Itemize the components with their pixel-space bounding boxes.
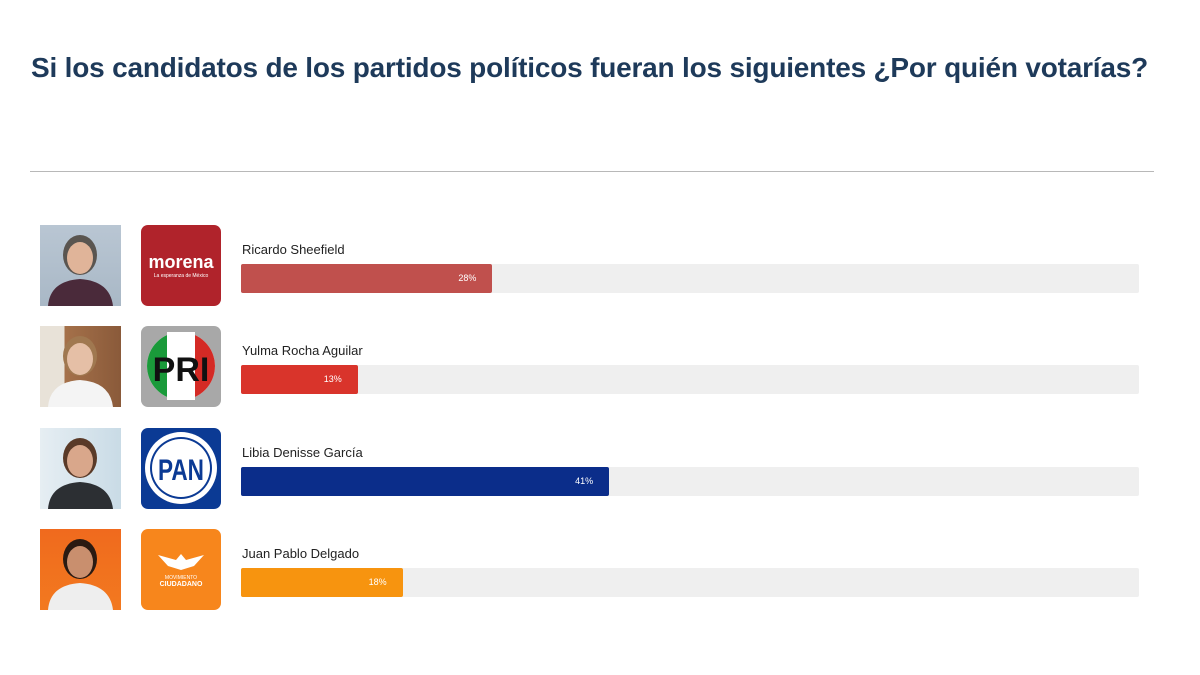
pan-logo: PAN (141, 428, 221, 509)
candidate-row: MOVIMIENTO CIUDADANO Juan Pablo Delgado … (40, 529, 1140, 611)
candidate-row: PAN Libia Denisse García 41% (40, 428, 1140, 510)
bar-track: 18% (241, 568, 1139, 597)
eagle-icon (158, 553, 204, 570)
candidate-row: PRI Yulma Rocha Aguilar 13% (40, 326, 1140, 408)
bar-track: 13% (241, 365, 1139, 394)
bar: 28% (241, 264, 493, 293)
pan-logo-text: PAN (158, 454, 204, 487)
bar: 41% (241, 467, 610, 496)
bar-label: 41% (575, 476, 594, 486)
morena-logo: morena La esperanza de México (141, 225, 221, 306)
mc-logo: MOVIMIENTO CIUDADANO (141, 529, 221, 610)
pri-logo: PRI (141, 326, 221, 407)
morena-logo-subtext: La esperanza de México (153, 272, 209, 279)
candidate-photo (40, 428, 121, 509)
divider (30, 171, 1154, 172)
candidate-name: Libia Denisse García (242, 445, 363, 460)
candidate-name: Yulma Rocha Aguilar (242, 343, 363, 358)
morena-logo-text: morena (148, 251, 214, 272)
chart-title: Si los candidatos de los partidos políti… (31, 52, 1149, 83)
mc-logo-line1: MOVIMIENTO (164, 574, 198, 581)
mc-logo-line2: CIUDADANO (159, 580, 203, 588)
candidate-name: Juan Pablo Delgado (242, 546, 360, 561)
bar-track: 41% (241, 467, 1139, 496)
candidate-photo (40, 225, 121, 306)
bar: 13% (241, 365, 358, 394)
candidate-name: Ricardo Sheefield (242, 242, 345, 257)
candidate-photo (40, 529, 121, 610)
candidate-photo (40, 326, 121, 407)
bar-label: 28% (458, 273, 477, 283)
bar-label: 13% (323, 374, 342, 384)
bar-track: 28% (241, 264, 1139, 293)
bar: 18% (241, 568, 403, 597)
pri-logo-text: PRI (153, 351, 210, 389)
candidate-row: morena La esperanza de México Ricardo Sh… (40, 225, 1140, 307)
bar-label: 18% (368, 577, 387, 587)
